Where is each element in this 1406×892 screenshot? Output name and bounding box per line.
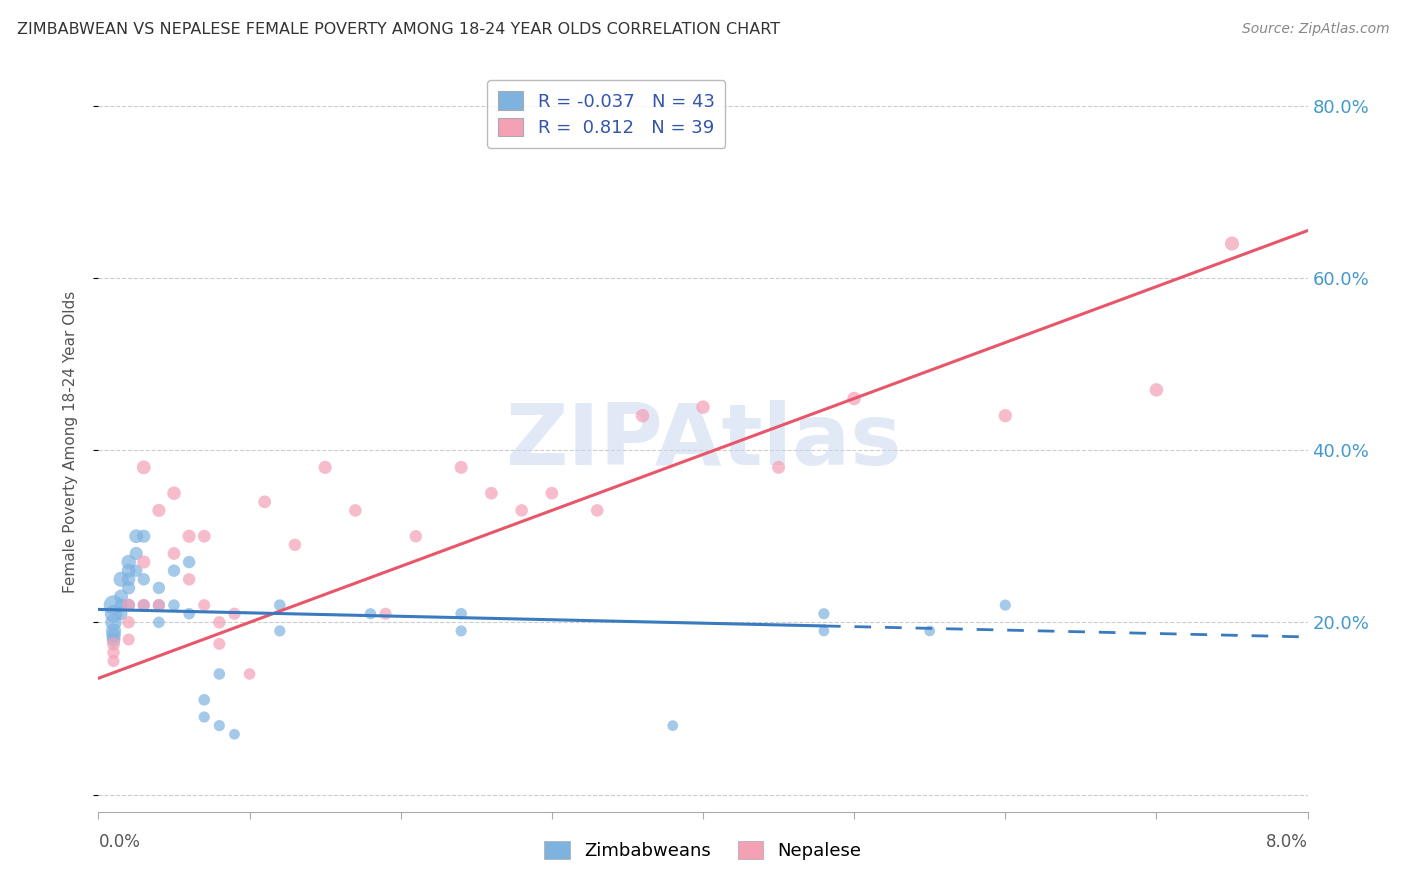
Point — [125, 529, 148, 543]
Point — [110, 572, 132, 586]
Point — [103, 624, 125, 638]
Point — [118, 598, 141, 612]
Point — [208, 615, 231, 630]
Text: ZIMBABWEAN VS NEPALESE FEMALE POVERTY AMONG 18-24 YEAR OLDS CORRELATION CHART: ZIMBABWEAN VS NEPALESE FEMALE POVERTY AM… — [17, 22, 780, 37]
Point — [103, 615, 125, 630]
Point — [148, 615, 170, 630]
Text: ZIPAtlas: ZIPAtlas — [505, 400, 901, 483]
Point — [450, 624, 472, 638]
Point — [179, 572, 201, 586]
Point — [193, 710, 215, 724]
Point — [103, 632, 125, 647]
Point — [110, 607, 132, 621]
Point — [510, 503, 533, 517]
Point — [118, 615, 141, 630]
Point — [148, 598, 170, 612]
Point — [253, 495, 276, 509]
Point — [132, 460, 155, 475]
Point — [118, 581, 141, 595]
Point — [239, 667, 262, 681]
Point — [103, 637, 125, 651]
Point — [540, 486, 562, 500]
Point — [224, 727, 246, 741]
Point — [208, 637, 231, 651]
Point — [132, 598, 155, 612]
Point — [269, 598, 291, 612]
Point — [450, 607, 472, 621]
Point — [314, 460, 336, 475]
Point — [125, 564, 148, 578]
Point — [163, 546, 186, 560]
Point — [132, 598, 155, 612]
Point — [208, 718, 231, 732]
Point — [103, 654, 125, 668]
Point — [132, 529, 155, 543]
Point — [269, 624, 291, 638]
Point — [118, 555, 141, 569]
Point — [344, 503, 367, 517]
Point — [110, 598, 132, 612]
Point — [374, 607, 396, 621]
Point — [179, 529, 201, 543]
Point — [692, 400, 714, 414]
Point — [163, 486, 186, 500]
Text: Source: ZipAtlas.com: Source: ZipAtlas.com — [1241, 22, 1389, 37]
Point — [125, 546, 148, 560]
Text: 0.0%: 0.0% — [98, 833, 141, 851]
Point — [148, 503, 170, 517]
Point — [844, 392, 866, 406]
Legend: Zimbabweans, Nepalese: Zimbabweans, Nepalese — [536, 832, 870, 870]
Y-axis label: Female Poverty Among 18-24 Year Olds: Female Poverty Among 18-24 Year Olds — [63, 291, 77, 592]
Point — [110, 590, 132, 604]
Point — [661, 718, 683, 732]
Point — [208, 667, 231, 681]
Text: 8.0%: 8.0% — [1265, 833, 1308, 851]
Point — [179, 555, 201, 569]
Point — [918, 624, 941, 638]
Point — [813, 607, 835, 621]
Point — [179, 607, 201, 621]
Point — [148, 598, 170, 612]
Point — [994, 409, 1017, 423]
Point — [631, 409, 654, 423]
Point — [103, 628, 125, 642]
Point — [163, 564, 186, 578]
Point — [118, 572, 141, 586]
Point — [118, 632, 141, 647]
Point — [163, 598, 186, 612]
Point — [118, 564, 141, 578]
Point — [481, 486, 503, 500]
Point — [193, 529, 215, 543]
Point — [224, 607, 246, 621]
Point — [994, 598, 1017, 612]
Point — [586, 503, 609, 517]
Point — [360, 607, 382, 621]
Point — [103, 598, 125, 612]
Point — [768, 460, 790, 475]
Point — [1220, 236, 1243, 251]
Point — [103, 607, 125, 621]
Point — [132, 555, 155, 569]
Point — [284, 538, 307, 552]
Point — [450, 460, 472, 475]
Point — [813, 624, 835, 638]
Point — [103, 645, 125, 659]
Point — [1146, 383, 1168, 397]
Point — [132, 572, 155, 586]
Point — [193, 598, 215, 612]
Point — [193, 693, 215, 707]
Point — [118, 598, 141, 612]
Point — [405, 529, 427, 543]
Point — [148, 581, 170, 595]
